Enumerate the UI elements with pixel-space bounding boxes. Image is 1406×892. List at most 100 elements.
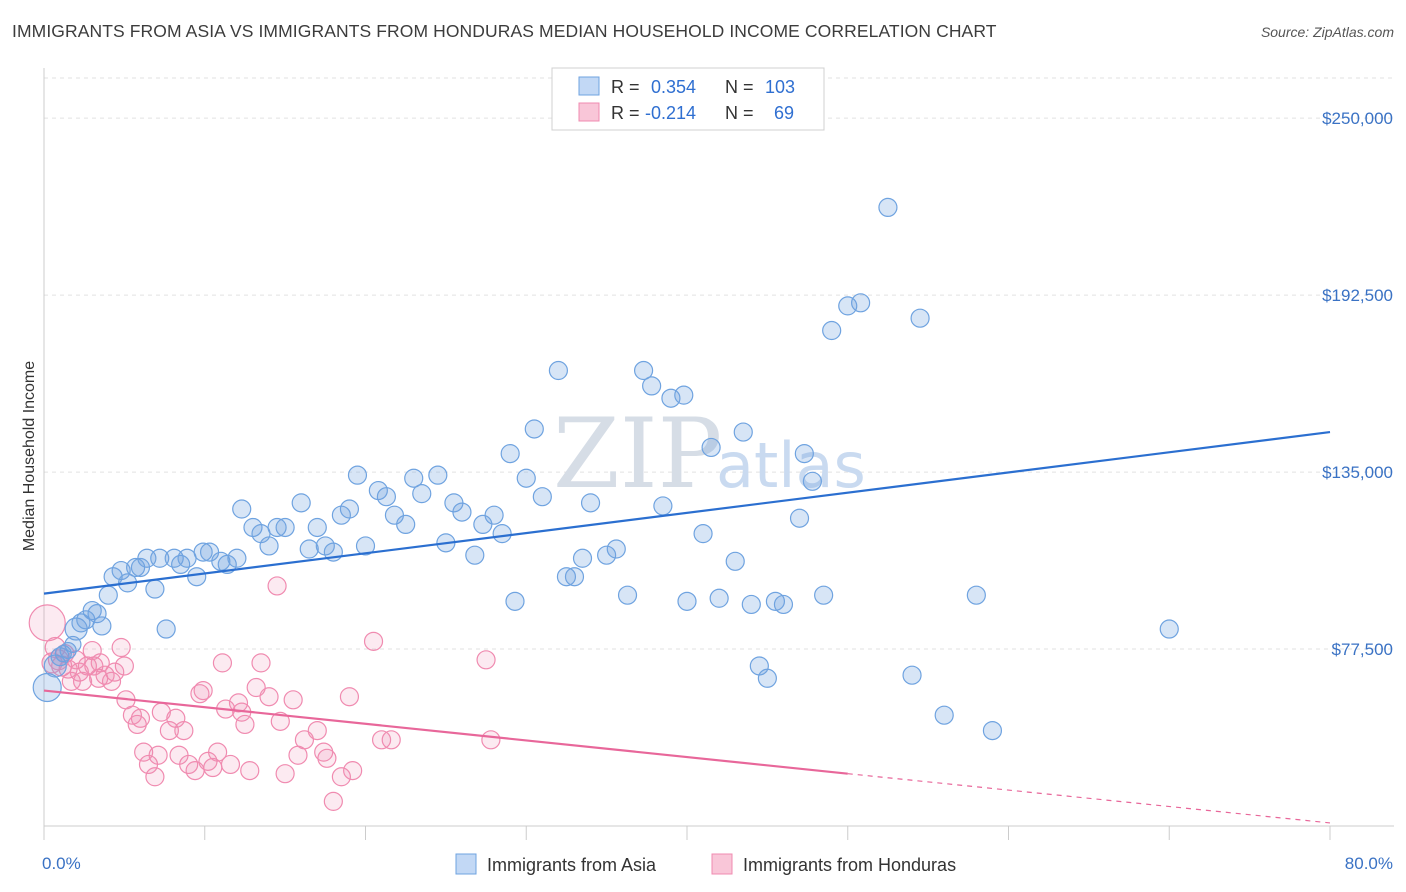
asia-point <box>580 493 601 513</box>
honduras-point <box>267 576 287 596</box>
y-tick-label: $192,500 <box>1322 286 1393 305</box>
honduras-trend-extension <box>847 773 1331 824</box>
asia-point <box>227 548 247 568</box>
asia-point <box>633 360 654 381</box>
asia-point <box>217 554 237 575</box>
asia-point <box>299 539 319 559</box>
asia-point <box>741 594 761 615</box>
asia-point <box>355 536 376 556</box>
x-tick-label: 80.0% <box>1345 854 1393 873</box>
honduras-point <box>208 742 228 762</box>
asia-point <box>484 505 504 525</box>
asia-point <box>524 419 544 439</box>
y-tick-label: $250,000 <box>1322 109 1393 128</box>
y-tick-labels: $77,500 $135,000 $192,500 $250,000 <box>1322 109 1393 659</box>
legend-swatch-asia <box>578 76 600 96</box>
asia-point <box>653 496 673 516</box>
asia-point <box>465 545 485 565</box>
asia-point <box>145 579 165 599</box>
asia-point <box>516 468 536 488</box>
x-tick-label: 0.0% <box>42 854 81 873</box>
legend-r-label-asia: R = <box>611 77 640 97</box>
asia-point <box>617 585 638 605</box>
asia-point <box>376 487 396 507</box>
asia-point <box>291 493 311 513</box>
honduras-trend-line <box>43 689 848 775</box>
honduras-point <box>307 720 327 741</box>
bottom-legend-swatch-asia <box>455 853 477 875</box>
asia-point <box>794 444 814 464</box>
y-tick-label: $77,500 <box>1332 640 1393 659</box>
asia-point <box>267 517 287 538</box>
asia-point <box>396 514 416 535</box>
asia-point <box>307 517 327 538</box>
honduras-point <box>251 653 271 673</box>
honduras-point <box>339 687 360 707</box>
asia-point <box>725 551 745 571</box>
asia-point <box>32 672 62 703</box>
honduras-point <box>331 767 351 787</box>
asia-point <box>339 499 360 519</box>
honduras-point <box>317 748 337 768</box>
asia-point <box>757 668 777 688</box>
honduras-point <box>105 662 125 682</box>
asia-point <box>966 585 986 605</box>
asia-point <box>902 665 922 685</box>
honduras-point <box>476 650 496 670</box>
honduras-point <box>283 690 303 710</box>
honduras-point <box>111 637 131 658</box>
asia-point <box>177 548 197 568</box>
asia-point <box>709 588 729 608</box>
legend-r-value-asia: 0.354 <box>651 77 696 97</box>
asia-point <box>789 508 810 528</box>
asia-point <box>187 567 207 587</box>
honduras-point <box>130 708 151 728</box>
trend-lines <box>43 430 1331 824</box>
asia-point <box>564 567 585 587</box>
asia-point <box>910 308 930 328</box>
asia-point <box>822 320 842 341</box>
honduras-points <box>28 576 501 811</box>
legend-n-value-honduras: 69 <box>774 103 794 123</box>
legend-n-label-asia: N = <box>725 77 754 97</box>
honduras-point <box>363 631 384 651</box>
asia-point <box>1159 619 1179 639</box>
asia-point <box>934 705 954 725</box>
honduras-point <box>294 730 315 750</box>
honduras-point <box>148 745 168 765</box>
honduras-point <box>240 761 260 781</box>
asia-point <box>642 376 662 396</box>
asia-point <box>452 502 472 522</box>
asia-point <box>677 591 697 611</box>
asia-point <box>428 465 448 485</box>
asia-point <box>193 542 213 562</box>
asia-point <box>572 548 593 568</box>
honduras-point <box>190 684 210 704</box>
asia-point <box>802 471 822 491</box>
honduras-point <box>220 754 241 775</box>
asia-trend-line <box>43 430 1331 595</box>
asia-point <box>674 385 694 405</box>
asia-point <box>556 567 577 587</box>
asia-point <box>773 594 794 615</box>
honduras-point <box>246 677 266 698</box>
honduras-point <box>235 714 255 735</box>
honduras-point <box>275 764 295 784</box>
asia-point <box>701 437 721 458</box>
legend-r-label-honduras: R = <box>611 103 640 123</box>
honduras-point <box>270 711 290 731</box>
correlation-legend: R = 0.354 N = 103 R = -0.214 N = 69 <box>551 67 825 131</box>
legend-swatch-honduras <box>578 102 600 122</box>
series-legend: Immigrants from Asia Immigrants from Hon… <box>455 853 956 875</box>
x-tick-labels: 0.0% 80.0% <box>42 854 1393 873</box>
asia-point <box>878 197 898 218</box>
bottom-legend-swatch-honduras <box>711 853 733 875</box>
honduras-point <box>259 687 279 707</box>
honduras-point <box>381 730 401 750</box>
asia-point <box>500 444 520 464</box>
bottom-legend-label-asia: Immigrants from Asia <box>487 855 657 875</box>
honduras-point <box>145 767 165 787</box>
watermark-zip: ZIP <box>553 398 722 510</box>
asia-point <box>87 604 107 624</box>
